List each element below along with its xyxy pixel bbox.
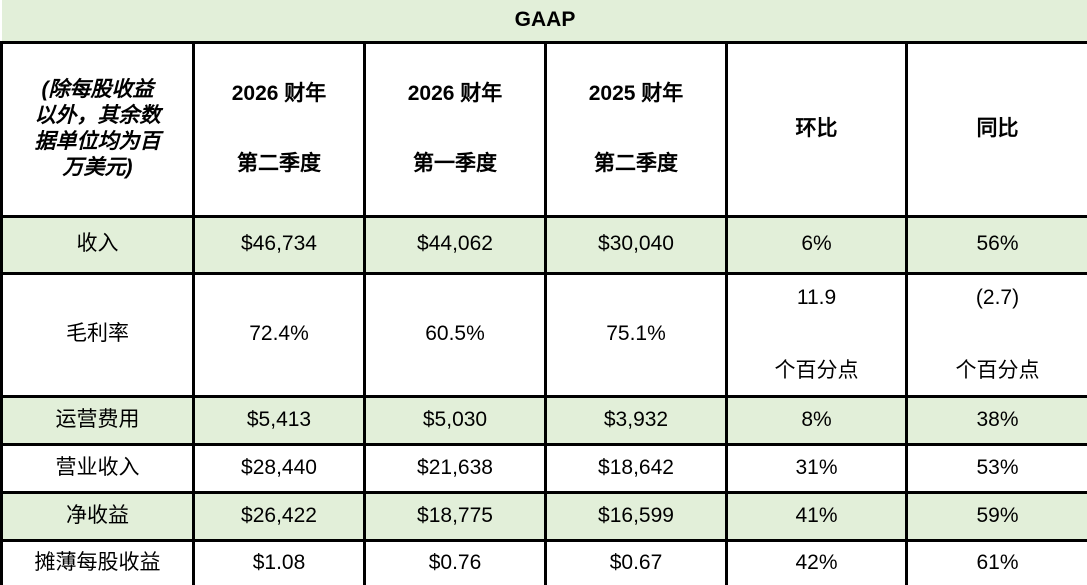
cell-value: 75.1% [544,271,728,398]
row-label: 收入 [0,214,195,275]
column-header-line: 第一季度 [413,152,497,175]
column-header-yoy: 同比 [904,40,1087,218]
column-header-qoq: 环比 [725,40,908,218]
column-header-q2-fy2026: 2026 财年 第二季度 [192,40,366,218]
cell-value: 8% [725,394,908,446]
table-row-operating-expenses: 运营费用 $5,413 $5,030 $3,932 8% 38% [0,394,1087,446]
column-header-q2-fy2025: 2025 财年 第二季度 [544,40,728,218]
table-header-row: (除每股收益 以外，其余数 据单位均为百 万美元) 2026 财年 第二季度 2… [0,40,1087,218]
table-title: GAAP [1,0,1087,44]
cell-value: 41% [725,490,908,542]
row-label: 摊薄每股收益 [0,538,195,585]
cell-value: $46,734 [192,214,366,275]
row-label: 毛利率 [0,271,195,398]
cell-value-yoy-points: (2.7) 个百分点 [904,271,1087,398]
cell-value: $28,440 [192,442,366,494]
cell-value: $0.76 [363,538,547,585]
cell-value: $18,775 [363,490,547,542]
points-unit: 个百分点 [955,358,1040,382]
points-unit: 个百分点 [774,358,859,382]
unit-note: (除每股收益 以外，其余数 据单位均为百 万美元) [0,40,195,218]
cell-value: 61% [904,538,1087,585]
cell-value: 72.4% [192,271,366,398]
row-label: 净收益 [0,490,195,542]
column-header-line: 2026 财年 [231,81,327,105]
table-row-gross-margin: 毛利率 72.4% 60.5% 75.1% 11.9 个百分点 (2.7) 个百… [0,271,1087,398]
unit-note-line: 万美元) [62,156,133,180]
column-header-line: 2025 财年 [588,81,684,105]
points-value: 11.9 [796,286,837,310]
cell-value: $3,932 [544,394,728,446]
table-row-revenue: 收入 $46,734 $44,062 $30,040 6% 56% [0,214,1087,275]
points-value: (2.7) [975,286,1020,310]
cell-value: $1.08 [192,538,366,585]
cell-value: $5,413 [192,394,366,446]
cell-value: 6% [725,214,908,275]
cell-value: 53% [904,442,1087,494]
table-row-net-income: 净收益 $26,422 $18,775 $16,599 41% 59% [0,490,1087,542]
cell-value: $26,422 [192,490,366,542]
unit-note-line: 以外，其余数 [34,103,161,127]
cell-value: $16,599 [544,490,728,542]
unit-note-line: 据单位均为百 [34,130,161,153]
table-title-row: GAAP [1,0,1087,44]
cell-value: $44,062 [363,214,547,275]
table-row-operating-income: 营业收入 $28,440 $21,638 $18,642 31% 53% [0,442,1087,494]
column-header-q1-fy2026: 2026 财年 第一季度 [363,40,547,218]
unit-note-line: (除每股收益 [41,77,154,101]
column-header-line: 第二季度 [594,152,678,175]
cell-value: 60.5% [363,271,547,398]
cell-value: $0.67 [544,538,728,585]
column-header-line: 第二季度 [237,152,321,175]
column-header-line: 2026 财年 [407,81,503,105]
cell-value-qoq-points: 11.9 个百分点 [725,271,908,398]
cell-value: 59% [904,490,1087,542]
cell-value: $18,642 [544,442,728,494]
cell-value: 56% [904,214,1087,275]
row-label: 营业收入 [0,442,195,494]
row-label: 运营费用 [0,394,195,446]
cell-value: 42% [725,538,908,585]
cell-value: $21,638 [363,442,547,494]
cell-value: $5,030 [363,394,547,446]
table-row-diluted-eps: 摊薄每股收益 $1.08 $0.76 $0.67 42% 61% [0,538,1087,585]
cell-value: $30,040 [544,214,728,275]
cell-value: 31% [725,442,908,494]
cell-value: 38% [904,394,1087,446]
